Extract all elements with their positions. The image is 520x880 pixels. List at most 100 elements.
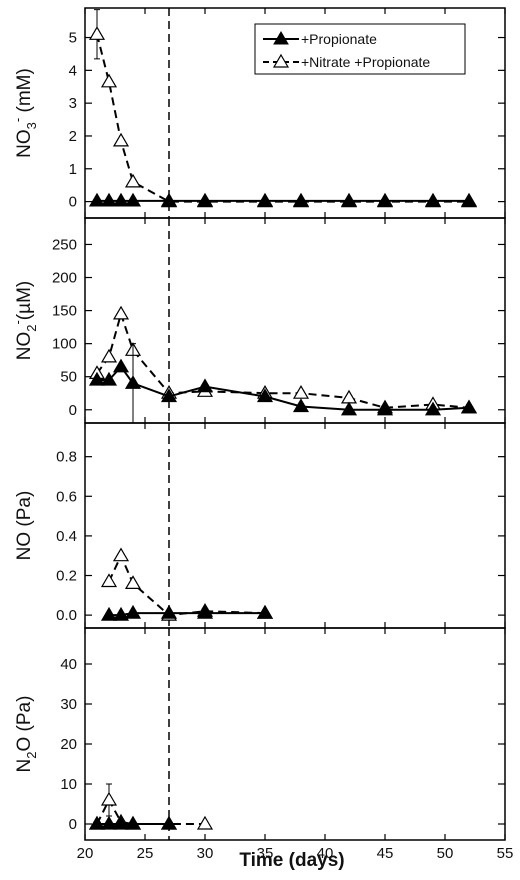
open-triangle-marker [100,348,118,363]
y-tick-label: 200 [52,270,77,287]
legend-nitrate-label: +Nitrate +Propionate [301,54,430,70]
series-propionate [88,815,178,830]
filled-triangle-marker [256,192,274,207]
y-label-main: NO [14,532,35,561]
filled-triangle-marker [196,192,214,207]
x-tick-label: 20 [77,845,94,862]
y-tick-label: 0 [69,816,77,833]
y-tick-label: 0 [69,194,77,211]
filled-triangle-marker [196,378,214,393]
series-propionate [88,343,478,424]
filled-triangle-marker [292,398,310,413]
x-tick-label: 40 [317,845,334,862]
y-tick-label: 250 [52,236,77,253]
y-tick-label: 5 [69,30,77,47]
y-label-subscript: 2 [24,325,39,332]
filled-triangle-marker [112,815,130,830]
y-axis-label: N2O (Pa) [14,696,39,773]
x-axis-label: Time (days) [239,850,344,871]
open-triangle-marker [112,132,130,147]
series-line [96,310,470,409]
filled-triangle-marker [100,815,118,830]
filled-triangle-marker [256,604,274,619]
y-tick-label: 2 [69,128,77,145]
y-label-main: NO [14,129,35,158]
y-tick-label: 4 [69,62,77,79]
legend: +Propionate +Nitrate +Propionate [254,23,466,75]
y-label-subscript: 2 [24,751,39,758]
panel-frame [84,627,506,841]
filled-triangle-marker [424,192,442,207]
open-triangle-marker [196,815,214,830]
panel-frame [84,217,506,424]
y-label-superscript: - [10,118,25,122]
series-nitrate-propionate [88,305,478,414]
filled-triangle-marker [340,192,358,207]
filled-triangle-marker [460,399,478,414]
series-propionate [88,192,478,207]
panel-3: 0.0 0.2 0.4 0.6 0.8 NO (Pa) [14,422,506,629]
filled-triangle-marker [124,604,142,619]
filled-triangle-marker [100,371,118,386]
x-tick-label: 30 [197,845,214,862]
y-label-unit: (Pa) [14,491,35,532]
y-label-superscript: - [10,320,25,324]
y-tick-label: 0.0 [56,607,77,624]
series-nitrate-propionate [100,547,274,621]
open-triangle-marker [112,547,130,562]
filled-triangle-marker [88,371,106,386]
filled-triangle-marker [124,375,142,389]
y-tick-label: 30 [60,696,77,713]
x-axis: 20 25 30 35 40 45 50 55 [77,845,514,862]
filled-triangle-marker [376,401,394,416]
open-triangle-marker [100,73,118,88]
y-label-unit: (µM) [14,281,35,320]
y-tick-label: 1 [69,161,77,178]
y-tick-label: 20 [60,736,77,753]
filled-triangle-marker [112,606,130,621]
y-label-subscript: 3 [24,122,39,129]
y-label-main: N [14,759,35,773]
filled-triangle-marker [460,192,478,207]
filled-triangle-marker [196,604,214,619]
y-tick-label: 0.2 [56,568,77,585]
y-tick-label: 0.6 [56,488,77,505]
y-tick-label: 3 [69,95,77,112]
legend-propionate-marker [273,31,289,45]
filled-triangle-marker [424,401,442,416]
y-tick-label: 0 [69,402,77,419]
y-label-unit: (mM) [14,68,35,118]
x-tick-label: 35 [257,845,274,862]
series-propionate [100,604,274,621]
filled-triangle-marker [88,815,106,830]
y-tick-label: 0.8 [56,449,77,466]
open-triangle-marker [100,791,118,806]
filled-triangle-marker [88,192,106,207]
panel-4: 0 10 20 30 40 N2O (Pa) [14,627,506,841]
y-tick-label: 10 [60,776,77,793]
open-triangle-marker [88,26,106,40]
panel-2: 0 50 100 150 200 250 NO2-(µM) [10,217,506,424]
open-triangle-marker [124,173,142,188]
x-tick-label: 45 [377,845,394,862]
open-triangle-marker [124,575,142,590]
x-tick-label: 55 [497,845,514,862]
y-tick-label: 100 [52,336,77,353]
filled-triangle-marker [160,815,178,830]
open-triangle-marker [100,573,118,588]
filled-triangle-marker [112,192,130,207]
filled-triangle-marker [376,192,394,207]
filled-triangle-marker [124,815,142,830]
series-line [108,553,266,617]
filled-triangle-marker [160,604,178,619]
y-tick-label: 40 [60,656,77,673]
y-tick-label: 0.4 [56,528,77,545]
y-axis-label: NO (Pa) [14,491,35,561]
filled-triangle-marker [160,388,178,403]
open-triangle-marker [112,305,130,320]
legend-propionate-label: +Propionate [301,31,377,47]
legend-box [254,23,466,75]
x-tick-label: 25 [137,845,154,862]
